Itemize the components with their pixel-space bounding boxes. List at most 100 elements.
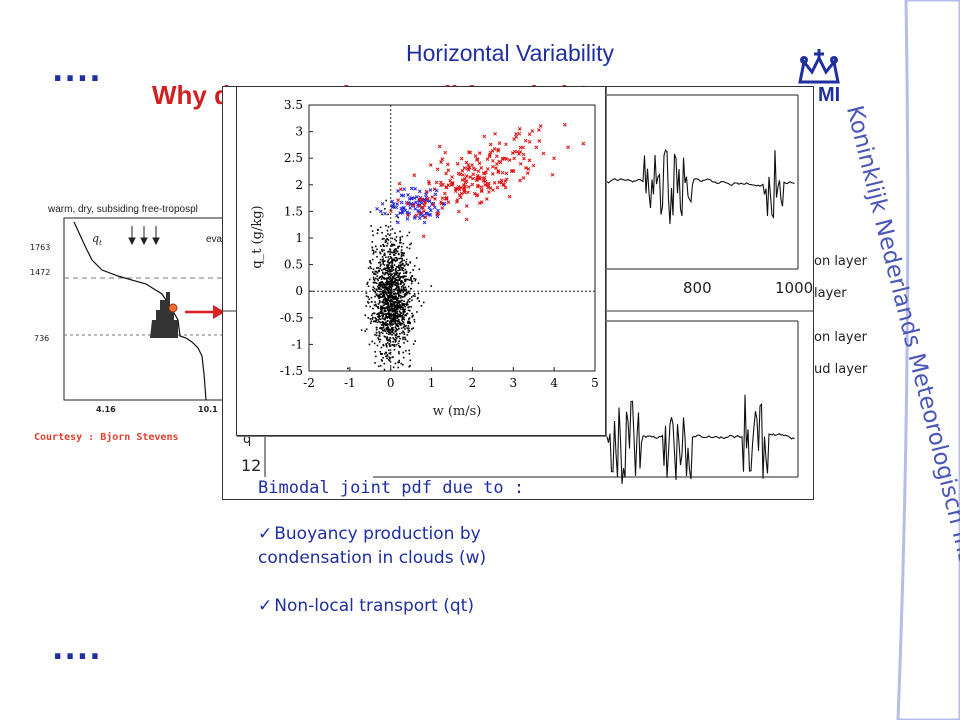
scatter-point bbox=[382, 258, 384, 260]
scatter-point bbox=[387, 264, 390, 266]
scatter-point bbox=[413, 318, 416, 321]
scatter-point bbox=[396, 299, 399, 302]
scatter-point bbox=[382, 289, 384, 292]
scatter-point bbox=[391, 294, 394, 297]
scatter-point bbox=[404, 303, 406, 306]
scatter-point bbox=[381, 308, 383, 310]
scatter-point bbox=[400, 327, 403, 330]
scatter-point bbox=[434, 180, 439, 185]
scatter-point bbox=[396, 305, 399, 308]
scatter-point bbox=[403, 278, 406, 281]
scatter-point bbox=[390, 287, 393, 289]
scatter-point bbox=[417, 189, 422, 194]
scatter-point bbox=[391, 309, 393, 311]
scatter-point bbox=[409, 186, 414, 191]
scatter-point bbox=[385, 199, 387, 202]
scatter-point bbox=[391, 265, 394, 267]
scatter-point bbox=[374, 281, 377, 284]
scatter-point bbox=[374, 317, 377, 319]
scatter-point bbox=[377, 279, 379, 282]
scatter-point bbox=[393, 251, 396, 253]
scatter-point bbox=[386, 337, 389, 340]
scatter-point bbox=[518, 161, 523, 166]
scatter-point bbox=[405, 275, 407, 278]
scatter-point bbox=[401, 276, 403, 278]
scatter-point bbox=[400, 322, 403, 325]
scatter-point bbox=[414, 295, 416, 297]
scatter-point bbox=[405, 303, 408, 305]
scatter-point bbox=[417, 282, 420, 284]
scatter-point bbox=[391, 258, 393, 260]
scatter-point bbox=[374, 351, 376, 353]
scatter-point bbox=[378, 284, 380, 287]
scatter-point bbox=[412, 196, 417, 200]
scatter-point bbox=[403, 275, 406, 277]
scatter-point bbox=[397, 307, 400, 310]
scatter-point bbox=[386, 357, 388, 360]
scatter-point bbox=[403, 342, 405, 344]
scatter-point bbox=[392, 313, 394, 316]
scatter-point bbox=[491, 158, 495, 163]
scatter-point bbox=[407, 318, 410, 320]
scatter-point bbox=[383, 323, 386, 326]
scatter-point bbox=[407, 306, 409, 309]
scatter-point bbox=[380, 278, 383, 280]
scatter-point bbox=[430, 285, 433, 287]
scatter-point bbox=[381, 321, 384, 324]
scatter-point bbox=[386, 312, 388, 315]
scatter-point bbox=[397, 366, 400, 369]
scatter-point bbox=[388, 261, 391, 264]
scatter-ytick: 0 bbox=[295, 284, 303, 298]
scatter-point bbox=[402, 321, 405, 324]
scatter-point bbox=[377, 315, 379, 318]
scatter-point bbox=[387, 291, 389, 294]
scatter-point bbox=[401, 259, 404, 262]
scatter-point bbox=[387, 313, 390, 316]
scatter-point bbox=[407, 290, 410, 293]
scatter-point bbox=[406, 322, 409, 324]
scatter-point bbox=[384, 298, 386, 301]
scatter-point bbox=[437, 144, 442, 149]
scatter-point bbox=[390, 331, 393, 333]
scatter-point bbox=[373, 279, 376, 281]
scatter-point bbox=[504, 177, 509, 182]
scatter-point bbox=[478, 177, 482, 181]
scatter-point bbox=[392, 315, 394, 317]
scatter-point bbox=[388, 294, 391, 296]
scatter-point bbox=[386, 320, 389, 322]
scatter-point bbox=[398, 300, 400, 302]
scatter-point bbox=[375, 334, 378, 337]
scatter-point bbox=[525, 171, 530, 176]
scatter-point bbox=[403, 318, 406, 321]
scatter-point bbox=[390, 304, 393, 307]
scatter-point bbox=[416, 297, 419, 300]
scatter-point bbox=[391, 331, 394, 334]
scatter-point bbox=[394, 232, 396, 235]
legend-top-2: layer bbox=[814, 286, 847, 301]
scatter-point bbox=[388, 296, 390, 299]
scatter-point bbox=[483, 179, 488, 184]
scatter-point bbox=[387, 326, 389, 328]
scatter-point bbox=[384, 318, 386, 321]
scatter-point bbox=[373, 278, 375, 281]
scatter-point bbox=[397, 276, 400, 279]
scatter-point bbox=[402, 281, 404, 284]
scatter-point bbox=[382, 307, 384, 310]
scatter-point bbox=[403, 303, 405, 305]
scatter-point bbox=[381, 328, 383, 330]
scatter-point bbox=[372, 252, 375, 255]
scatter-point bbox=[404, 305, 407, 308]
scatter-point bbox=[387, 280, 390, 283]
scatter-point bbox=[396, 307, 398, 309]
scatter-point bbox=[396, 189, 400, 193]
scatter-point bbox=[389, 337, 391, 339]
scatter-point bbox=[389, 303, 392, 305]
scatter-point bbox=[400, 241, 402, 244]
scatter-point bbox=[393, 259, 395, 261]
scatter-point bbox=[378, 290, 381, 293]
scatter-point bbox=[422, 220, 427, 225]
scatter-point bbox=[392, 282, 394, 284]
scatter-point bbox=[443, 150, 448, 155]
scatter-point bbox=[393, 244, 396, 246]
scatter-point bbox=[416, 311, 418, 313]
